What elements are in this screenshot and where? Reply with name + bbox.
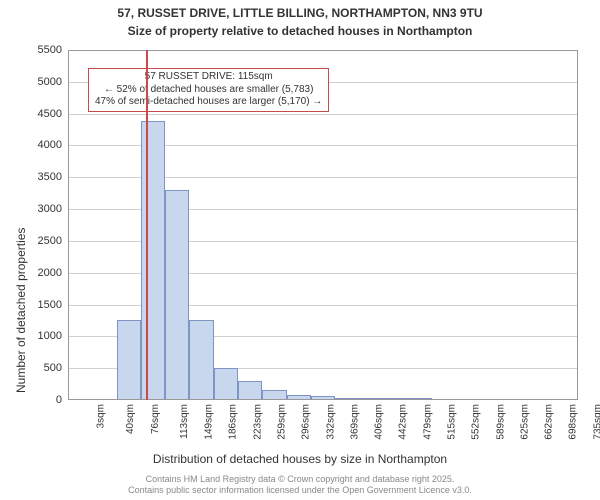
y-tick-label: 5000 bbox=[38, 76, 62, 88]
x-tick-label: 589sqm bbox=[495, 404, 506, 440]
plot-area: 57 RUSSET DRIVE: 115sqm← 52% of detached… bbox=[68, 50, 578, 400]
x-tick-label: 76sqm bbox=[150, 404, 161, 434]
chart-container: { "title_line1": "57, RUSSET DRIVE, LITT… bbox=[0, 0, 600, 500]
chart-footer: Contains HM Land Registry data © Crown c… bbox=[0, 474, 600, 497]
property-marker-line bbox=[146, 50, 148, 400]
x-tick-label: 479sqm bbox=[422, 404, 433, 440]
x-tick-label: 223sqm bbox=[252, 404, 263, 440]
y-tick-label: 5500 bbox=[38, 44, 62, 56]
x-tick-label: 552sqm bbox=[471, 404, 482, 440]
x-tick-label: 149sqm bbox=[204, 404, 215, 440]
chart-title-line1: 57, RUSSET DRIVE, LITTLE BILLING, NORTHA… bbox=[0, 6, 600, 20]
annotation-line: ← 52% of detached houses are smaller (5,… bbox=[95, 84, 322, 97]
x-tick-label: 442sqm bbox=[398, 404, 409, 440]
x-tick-label: 259sqm bbox=[277, 404, 288, 440]
annotation-line: 57 RUSSET DRIVE: 115sqm bbox=[95, 71, 322, 84]
x-tick-label: 698sqm bbox=[568, 404, 579, 440]
x-tick-label: 515sqm bbox=[447, 404, 458, 440]
x-tick-label: 40sqm bbox=[125, 404, 136, 434]
annotation-line: 47% of semi-detached houses are larger (… bbox=[95, 96, 322, 109]
footer-line: Contains HM Land Registry data © Crown c… bbox=[0, 474, 600, 485]
x-axis-label: Distribution of detached houses by size … bbox=[0, 452, 600, 466]
y-tick-label: 2000 bbox=[38, 267, 62, 279]
y-tick-label: 4500 bbox=[38, 108, 62, 120]
x-tick-label: 625sqm bbox=[519, 404, 530, 440]
y-tick-label: 3500 bbox=[38, 171, 62, 183]
x-tick-label: 406sqm bbox=[374, 404, 385, 440]
y-tick-label: 4000 bbox=[38, 139, 62, 151]
y-tick-label: 1000 bbox=[38, 330, 62, 342]
x-tick-label: 186sqm bbox=[228, 404, 239, 440]
chart-title-line2: Size of property relative to detached ho… bbox=[0, 24, 600, 38]
y-tick-label: 3000 bbox=[38, 203, 62, 215]
x-tick-label: 369sqm bbox=[349, 404, 360, 440]
x-tick-label: 3sqm bbox=[95, 404, 106, 428]
x-tick-label: 735sqm bbox=[592, 404, 600, 440]
x-tick-label: 296sqm bbox=[301, 404, 312, 440]
marker-annotation: 57 RUSSET DRIVE: 115sqm← 52% of detached… bbox=[88, 68, 329, 112]
x-tick-label: 332sqm bbox=[325, 404, 336, 440]
x-tick-label: 662sqm bbox=[544, 404, 555, 440]
y-tick-label: 1500 bbox=[38, 299, 62, 311]
y-tick-label: 500 bbox=[44, 362, 62, 374]
footer-line: Contains public sector information licen… bbox=[0, 485, 600, 496]
y-tick-label: 2500 bbox=[38, 235, 62, 247]
x-tick-label: 113sqm bbox=[179, 404, 190, 439]
y-axis-label: Number of detached properties bbox=[14, 228, 28, 393]
y-tick-label: 0 bbox=[56, 394, 62, 406]
